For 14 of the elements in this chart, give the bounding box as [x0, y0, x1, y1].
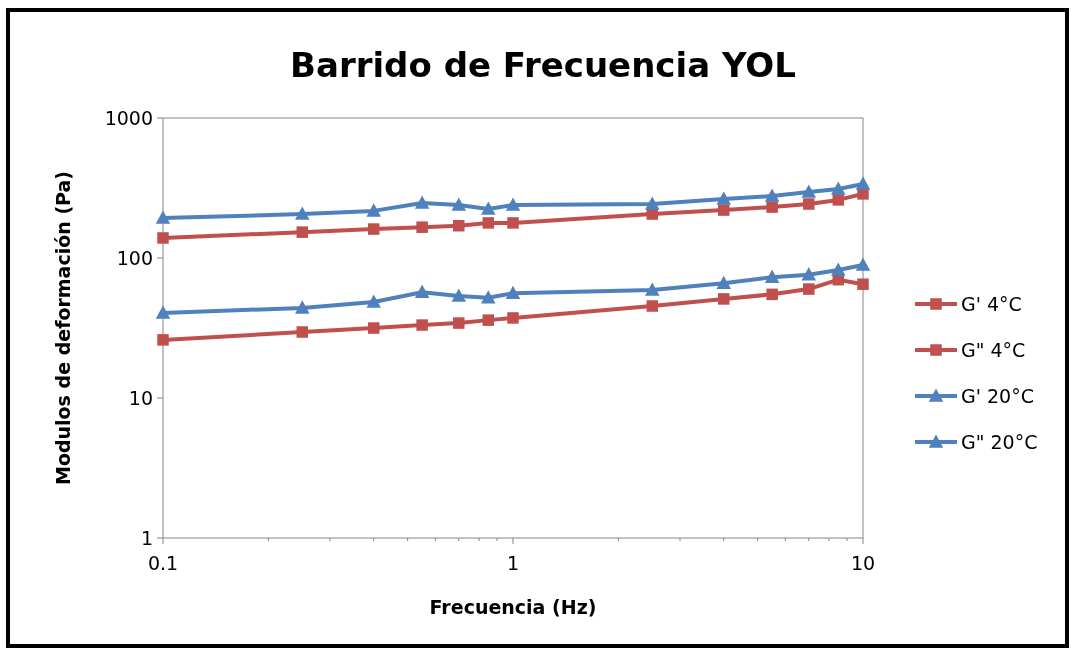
chart-title: Barrido de Frecuencia YOL: [290, 45, 796, 85]
legend-label: G" 20°C: [961, 431, 1038, 453]
y-tick-label: 100: [116, 247, 153, 269]
x-tick-label: 10: [850, 552, 876, 574]
y-tick-label: 1: [140, 527, 153, 549]
y-tick-label: 1000: [104, 107, 153, 129]
x-axis-title: Frecuencia (Hz): [429, 596, 597, 618]
legend-label: G' 4°C: [961, 293, 1022, 315]
x-tick-label: 1: [506, 552, 520, 574]
y-tick-label: 10: [128, 387, 153, 409]
legend-label: G" 4°C: [961, 339, 1026, 361]
y-axis-title: Modulos de deformación (Pa): [52, 170, 74, 486]
legend-label: G' 20°C: [961, 385, 1034, 407]
x-tick-label: 0.1: [147, 552, 179, 574]
